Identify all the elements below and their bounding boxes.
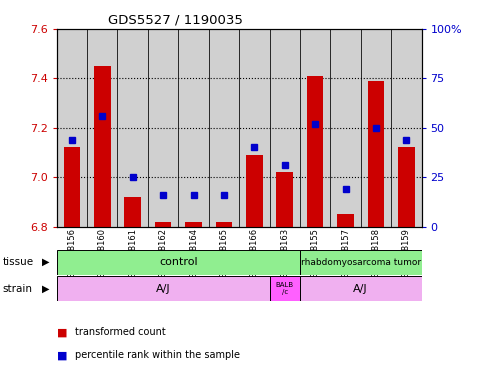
- Bar: [391, 29, 422, 227]
- Bar: [185, 222, 202, 227]
- Bar: [337, 214, 354, 227]
- Bar: [300, 250, 422, 275]
- Text: A/J: A/J: [156, 284, 171, 294]
- Bar: [209, 29, 239, 227]
- Bar: [117, 29, 148, 227]
- Bar: [330, 29, 361, 227]
- Text: percentile rank within the sample: percentile rank within the sample: [75, 350, 241, 360]
- Text: ■: ■: [57, 327, 67, 337]
- Text: strain: strain: [2, 284, 33, 294]
- Bar: [398, 147, 415, 227]
- Bar: [361, 29, 391, 227]
- Bar: [307, 76, 323, 227]
- Bar: [94, 66, 110, 227]
- Bar: [368, 81, 384, 227]
- Text: rhabdomyosarcoma tumor: rhabdomyosarcoma tumor: [301, 258, 421, 266]
- Bar: [124, 197, 141, 227]
- Bar: [270, 29, 300, 227]
- Bar: [178, 29, 209, 227]
- Bar: [239, 29, 270, 227]
- Bar: [87, 29, 117, 227]
- Text: A/J: A/J: [353, 284, 368, 294]
- Bar: [57, 250, 300, 275]
- Text: ▶: ▶: [42, 257, 50, 267]
- Bar: [246, 155, 263, 227]
- Text: ▶: ▶: [42, 284, 50, 294]
- Text: GDS5527 / 1190035: GDS5527 / 1190035: [108, 13, 244, 26]
- Bar: [277, 172, 293, 227]
- Bar: [57, 29, 87, 227]
- Text: ■: ■: [57, 350, 67, 360]
- Bar: [300, 276, 422, 301]
- Text: transformed count: transformed count: [75, 327, 166, 337]
- Bar: [270, 276, 300, 301]
- Bar: [57, 276, 270, 301]
- Bar: [155, 222, 172, 227]
- Text: tissue: tissue: [2, 257, 34, 267]
- Bar: [148, 29, 178, 227]
- Bar: [300, 29, 330, 227]
- Text: BALB
/c: BALB /c: [276, 283, 294, 295]
- Text: control: control: [159, 257, 198, 267]
- Bar: [64, 147, 80, 227]
- Bar: [215, 222, 232, 227]
